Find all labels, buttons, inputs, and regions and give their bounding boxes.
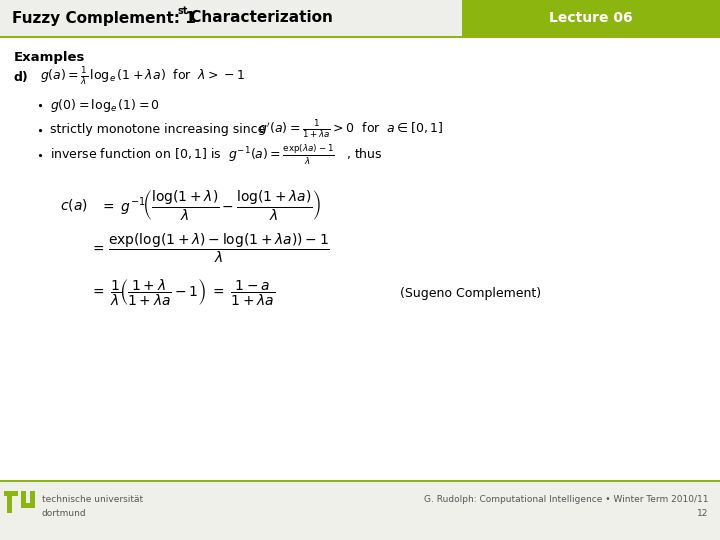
Text: technische universität: technische universität [42,496,143,504]
Text: $= \; g^{-1}\!\left(\dfrac{\log(1+\lambda)}{\lambda} - \dfrac{\log(1+\lambda a)}: $= \; g^{-1}\!\left(\dfrac{\log(1+\lambd… [100,188,321,222]
Bar [0,0,720,36]
Text: Lecture 06: Lecture 06 [549,11,633,25]
Bar [21,503,35,508]
Text: $g(a) = \frac{1}{\lambda}\,\log_e(1 + \lambda a)$  for  $\lambda > -1$: $g(a) = \frac{1}{\lambda}\,\log_e(1 + \l… [40,66,245,89]
Text: $g'(a) = \frac{1}{1+\lambda a} > 0$  for  $a \in [0,1]$: $g'(a) = \frac{1}{1+\lambda a} > 0$ for … [258,119,444,141]
Text: inverse function on $[0,1]$ is  $g^{-1}(a) = \frac{\exp(\lambda a)-1}{\lambda}$ : inverse function on $[0,1]$ is $g^{-1}(a… [50,143,383,167]
Text: 12: 12 [697,509,708,517]
Text: $c(a)$: $c(a)$ [60,197,88,213]
Bar [0,480,720,482]
Text: strictly monotone increasing since: strictly monotone increasing since [50,124,266,137]
Text: $= \; \dfrac{1}{\lambda}\!\left(\dfrac{1+\lambda}{1+\lambda a} - 1\right) \; = \: $= \; \dfrac{1}{\lambda}\!\left(\dfrac{1… [90,278,275,308]
Text: $\bullet$: $\bullet$ [36,125,43,135]
Bar [462,0,720,36]
Text: Examples: Examples [14,51,86,64]
Text: $g(0) = \log_e(1) = 0$: $g(0) = \log_e(1) = 0$ [50,97,160,113]
Text: dortmund: dortmund [42,509,86,517]
Text: (Sugeno Complement): (Sugeno Complement) [400,287,541,300]
Text: d): d) [14,71,29,84]
Bar [0,482,720,540]
Text: Fuzzy Complement: 1: Fuzzy Complement: 1 [12,10,196,25]
Text: Characterization: Characterization [185,10,333,25]
Text: G. Rudolph: Computational Intelligence • Winter Term 2010/11: G. Rudolph: Computational Intelligence •… [423,496,708,504]
Text: $=$: $=$ [90,241,105,255]
Bar [21,491,26,508]
Bar [4,491,18,496]
Bar [0,36,720,38]
Bar [30,491,35,508]
Text: st: st [178,6,189,16]
Text: $\bullet$: $\bullet$ [36,100,43,110]
Text: $\bullet$: $\bullet$ [36,150,43,160]
Text: $\dfrac{\exp(\log(1+\lambda) - \log(1+\lambda a)) - 1}{\lambda}$: $\dfrac{\exp(\log(1+\lambda) - \log(1+\l… [108,231,330,265]
Bar [7,491,12,513]
